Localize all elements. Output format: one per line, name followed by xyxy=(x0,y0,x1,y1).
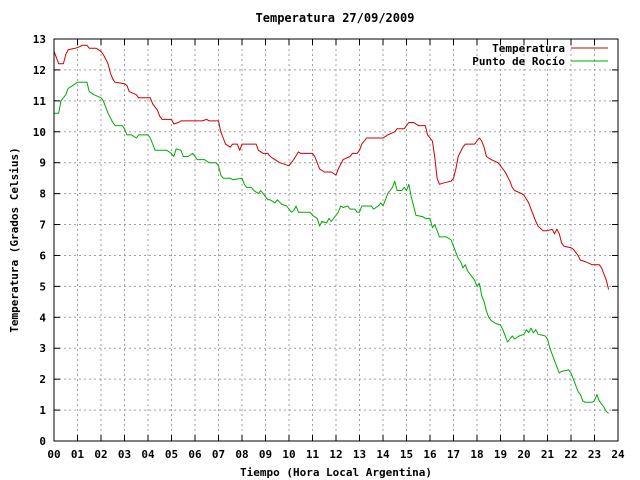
y-tick-label: 10 xyxy=(33,126,46,139)
y-tick-label: 2 xyxy=(39,373,46,386)
x-axis-label: Tiempo (Hora Local Argentina) xyxy=(240,466,432,479)
x-tick-label: 12 xyxy=(329,448,342,461)
x-tick-label: 07 xyxy=(212,448,225,461)
x-tick-label: 01 xyxy=(71,448,85,461)
x-tick-label: 24 xyxy=(611,448,625,461)
y-tick-label: 13 xyxy=(33,33,46,46)
y-tick-label: 3 xyxy=(39,342,46,355)
x-tick-label: 04 xyxy=(141,448,155,461)
x-tick-label: 16 xyxy=(423,448,437,461)
x-tick-label: 11 xyxy=(306,448,320,461)
x-tick-label: 23 xyxy=(588,448,601,461)
x-tick-label: 17 xyxy=(447,448,460,461)
x-tick-label: 09 xyxy=(259,448,272,461)
y-tick-label: 6 xyxy=(39,249,46,262)
x-tick-label: 03 xyxy=(118,448,131,461)
x-tick-label: 19 xyxy=(494,448,507,461)
x-tick-label: 00 xyxy=(47,448,60,461)
y-tick-label: 5 xyxy=(39,280,46,293)
x-tick-label: 02 xyxy=(94,448,107,461)
y-tick-label: 1 xyxy=(39,404,46,417)
series-line-1 xyxy=(54,81,609,414)
y-axis-label: Temperatura (Grados Celsius) xyxy=(8,147,21,332)
series-lines xyxy=(53,44,610,414)
x-tick-label: 15 xyxy=(400,448,413,461)
y-tick-label: 7 xyxy=(39,219,46,232)
x-tick-label: 06 xyxy=(188,448,202,461)
y-tick-label: 8 xyxy=(39,188,46,201)
series-line-0 xyxy=(53,44,610,290)
y-tick-label: 11 xyxy=(33,95,47,108)
y-tick-label: 4 xyxy=(39,311,46,324)
x-tick-label: 08 xyxy=(235,448,248,461)
x-tick-label: 18 xyxy=(470,448,483,461)
x-tick-labels: 00 01 02 03 04 05 06 07 08 09 10 11 12 13 14 15 16 17 18 19… xyxy=(47,448,625,461)
chart-title: Temperatura 27/09/2009 xyxy=(256,11,415,25)
x-tick-label: 14 xyxy=(376,448,390,461)
y-tick-label: 9 xyxy=(39,157,46,170)
y-tick-label: 12 xyxy=(33,64,46,77)
x-tick-label: 13 xyxy=(353,448,366,461)
x-tick-label: 20 xyxy=(517,448,530,461)
x-tick-label: 10 xyxy=(282,448,295,461)
plot-frame xyxy=(53,38,619,442)
y-tick-label: 0 xyxy=(39,435,46,448)
grid xyxy=(53,38,619,442)
legend-label-0: Temperatura xyxy=(492,42,565,55)
x-tick-label: 21 xyxy=(541,448,555,461)
legend-label-1: Punto de Rocío xyxy=(472,55,565,68)
x-tick-label: 05 xyxy=(165,448,178,461)
x-tick-label: 22 xyxy=(564,448,577,461)
